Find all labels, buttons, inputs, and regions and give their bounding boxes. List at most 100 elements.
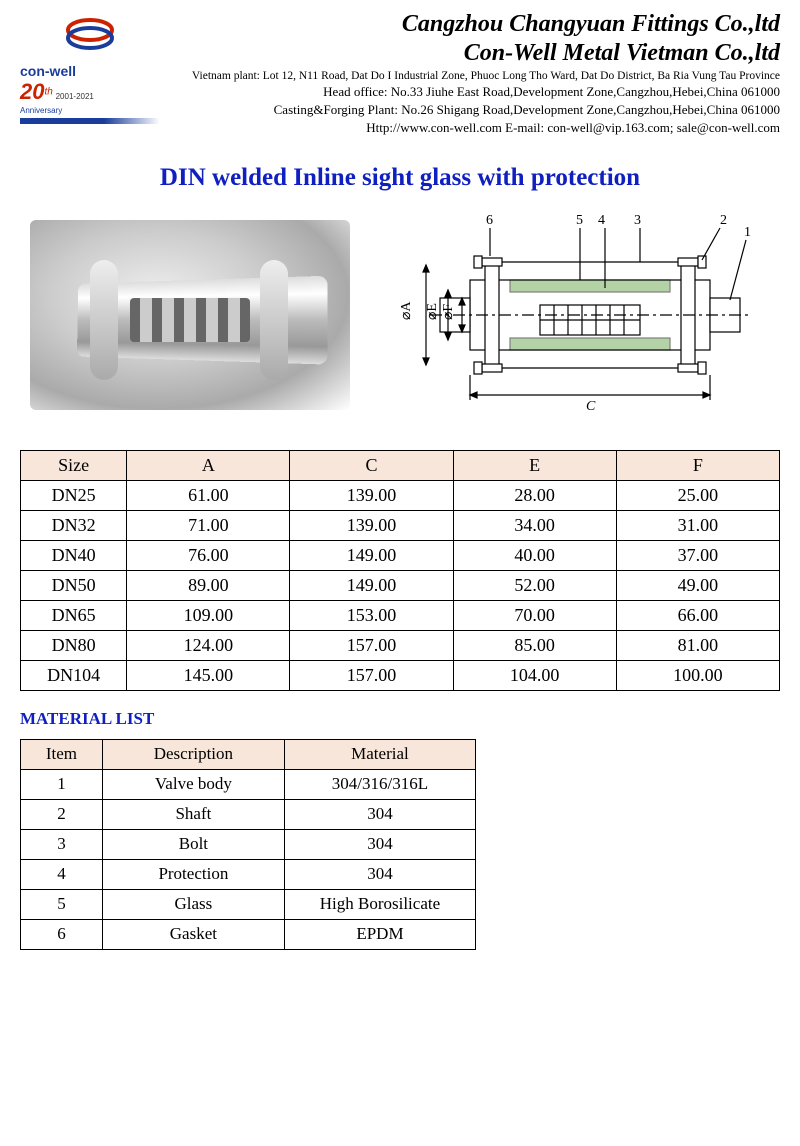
table-cell: 81.00 xyxy=(616,630,779,660)
table-cell: 52.00 xyxy=(453,570,616,600)
table-cell: 104.00 xyxy=(453,660,616,690)
anniversary-badge: 20th 2001-2021 Anniversary xyxy=(20,79,160,116)
table-cell: 40.00 xyxy=(453,540,616,570)
table-cell: 31.00 xyxy=(616,510,779,540)
table-cell: 28.00 xyxy=(453,480,616,510)
table-cell: DN65 xyxy=(21,600,127,630)
table-row: DN2561.00139.0028.0025.00 xyxy=(21,480,780,510)
svg-text:4: 4 xyxy=(598,213,605,228)
table-cell: 149.00 xyxy=(290,570,453,600)
table-row: DN4076.00149.0040.0037.00 xyxy=(21,540,780,570)
table-cell: 304/316/316L xyxy=(284,769,475,799)
table-cell: 139.00 xyxy=(290,510,453,540)
col-f: F xyxy=(616,450,779,480)
company-name-1: Cangzhou Changyuan Fittings Co.,ltd xyxy=(170,10,780,39)
table-cell: DN104 xyxy=(21,660,127,690)
addr-vietnam: Vietnam plant: Lot 12, N11 Road, Dat Do … xyxy=(170,70,780,82)
table-cell: 61.00 xyxy=(127,480,290,510)
table-cell: 304 xyxy=(284,859,475,889)
table-cell: 157.00 xyxy=(290,630,453,660)
table-row: DN80124.00157.0085.0081.00 xyxy=(21,630,780,660)
addr-head: Head office: No.33 Jiuhe East Road,Devel… xyxy=(170,84,780,100)
table-cell: 49.00 xyxy=(616,570,779,600)
table-cell: 1 xyxy=(21,769,103,799)
logo-text: con-well xyxy=(20,63,160,79)
table-cell: 85.00 xyxy=(453,630,616,660)
table-cell: 139.00 xyxy=(290,480,453,510)
table-cell: DN25 xyxy=(21,480,127,510)
svg-text:C: C xyxy=(586,399,596,414)
table-cell: Protection xyxy=(102,859,284,889)
table-row: 6GasketEPDM xyxy=(21,919,476,949)
col-item: Item xyxy=(21,739,103,769)
table-cell: High Borosilicate xyxy=(284,889,475,919)
company-logo-icon xyxy=(60,16,120,56)
table-cell: 109.00 xyxy=(127,600,290,630)
table-cell: 304 xyxy=(284,829,475,859)
table-cell: Shaft xyxy=(102,799,284,829)
table-row: 5GlassHigh Borosilicate xyxy=(21,889,476,919)
col-a: A xyxy=(127,450,290,480)
table-cell: 5 xyxy=(21,889,103,919)
table-cell: Glass xyxy=(102,889,284,919)
svg-text:⌀F: ⌀F xyxy=(441,303,456,319)
logo-block: con-well 20th 2001-2021 Anniversary xyxy=(20,10,160,124)
letterhead: con-well 20th 2001-2021 Anniversary Cang… xyxy=(20,10,780,136)
company-block: Cangzhou Changyuan Fittings Co.,ltd Con-… xyxy=(170,10,780,136)
table-cell: 76.00 xyxy=(127,540,290,570)
col-c: C xyxy=(290,450,453,480)
svg-text:1: 1 xyxy=(744,225,751,240)
figures-row: 6 5 4 3 2 1 ⌀A ⌀E ⌀F C xyxy=(20,210,780,440)
table-cell: EPDM xyxy=(284,919,475,949)
dimensions-table: Size A C E F DN2561.00139.0028.0025.00DN… xyxy=(20,450,780,691)
col-material: Material xyxy=(284,739,475,769)
table-row: DN104145.00157.00104.00100.00 xyxy=(21,660,780,690)
company-name-2: Con-Well Metal Vietman Co.,ltd xyxy=(170,39,780,68)
svg-text:2: 2 xyxy=(720,213,727,228)
table-cell: 3 xyxy=(21,829,103,859)
table-cell: 4 xyxy=(21,859,103,889)
table-row: 2Shaft304 xyxy=(21,799,476,829)
material-table: Item Description Material 1Valve body304… xyxy=(20,739,476,950)
table-row: DN5089.00149.0052.0049.00 xyxy=(21,570,780,600)
table-cell: 124.00 xyxy=(127,630,290,660)
table-cell: 304 xyxy=(284,799,475,829)
col-e: E xyxy=(453,450,616,480)
table-cell: 153.00 xyxy=(290,600,453,630)
table-cell: 70.00 xyxy=(453,600,616,630)
table-header-row: Size A C E F xyxy=(21,450,780,480)
svg-text:3: 3 xyxy=(634,213,641,228)
anniv-number: 20 xyxy=(20,79,44,104)
addr-casting: Casting&Forging Plant: No.26 Shigang Roa… xyxy=(170,102,780,118)
table-cell: 100.00 xyxy=(616,660,779,690)
technical-drawing: 6 5 4 3 2 1 ⌀A ⌀E ⌀F C xyxy=(390,210,770,420)
table-row: DN65109.00153.0070.0066.00 xyxy=(21,600,780,630)
table-cell: 157.00 xyxy=(290,660,453,690)
table-row: 1Valve body304/316/316L xyxy=(21,769,476,799)
table-cell: 145.00 xyxy=(127,660,290,690)
product-title: DIN welded Inline sight glass with prote… xyxy=(20,164,780,192)
table-cell: DN40 xyxy=(21,540,127,570)
table-cell: DN32 xyxy=(21,510,127,540)
table-cell: Gasket xyxy=(102,919,284,949)
table-row: DN3271.00139.0034.0031.00 xyxy=(21,510,780,540)
table-cell: 6 xyxy=(21,919,103,949)
table-cell: 71.00 xyxy=(127,510,290,540)
table-cell: 66.00 xyxy=(616,600,779,630)
material-list-heading: MATERIAL LIST xyxy=(20,709,780,729)
anniv-th: th xyxy=(44,87,52,98)
table-cell: 25.00 xyxy=(616,480,779,510)
svg-text:6: 6 xyxy=(486,213,493,228)
anniv-label: Anniversary xyxy=(20,106,62,115)
table-row: 3Bolt304 xyxy=(21,829,476,859)
addr-contact: Http://www.con-well.com E-mail: con-well… xyxy=(170,120,780,136)
col-desc: Description xyxy=(102,739,284,769)
table-cell: Valve body xyxy=(102,769,284,799)
svg-text:5: 5 xyxy=(576,213,583,228)
svg-text:⌀A: ⌀A xyxy=(399,300,414,319)
svg-text:⌀E: ⌀E xyxy=(425,303,440,320)
table-header-row: Item Description Material xyxy=(21,739,476,769)
table-cell: 37.00 xyxy=(616,540,779,570)
swoosh-divider xyxy=(20,118,160,124)
table-cell: 34.00 xyxy=(453,510,616,540)
